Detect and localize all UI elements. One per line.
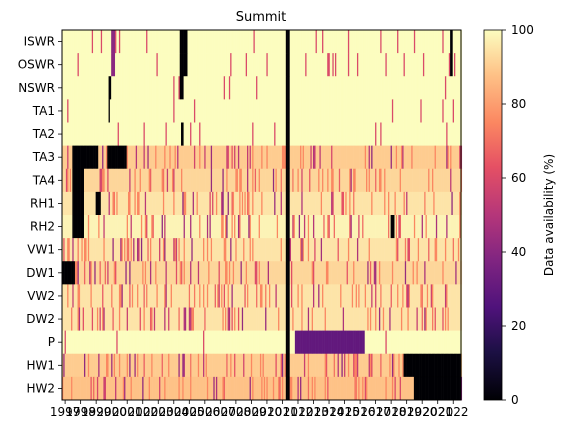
y-tick-label: VW1 — [27, 243, 55, 257]
heatmap-cells — [62, 30, 462, 400]
y-tick-label: DW2 — [26, 312, 55, 326]
y-tick-label: HW2 — [26, 381, 55, 395]
y-tick-label: TA2 — [32, 127, 55, 141]
y-tick-label: TA3 — [32, 150, 55, 164]
y-tick-label: TA4 — [32, 173, 55, 187]
chart-title: Summit — [236, 10, 287, 25]
y-tick-label: DW1 — [26, 266, 55, 280]
y-tick-label: P — [48, 335, 55, 349]
y-tick-label: ISWR — [24, 35, 55, 49]
y-tick-label: RH1 — [30, 196, 55, 210]
x-axis: 1997199819992000200120022003200420052006… — [50, 400, 469, 419]
y-tick-label: VW2 — [27, 289, 55, 303]
y-tick-label: OSWR — [18, 58, 55, 72]
y-tick-label: HW1 — [26, 358, 55, 372]
y-tick-label: TA1 — [32, 104, 55, 118]
y-tick-label: NSWR — [18, 81, 55, 95]
y-tick-label: RH2 — [30, 220, 55, 234]
y-axis: ISWR OSWR NSWR TA1 TA2 TA3 TA4 RH1 RH2 VW1 DW1 VW2 D… — [18, 35, 62, 396]
